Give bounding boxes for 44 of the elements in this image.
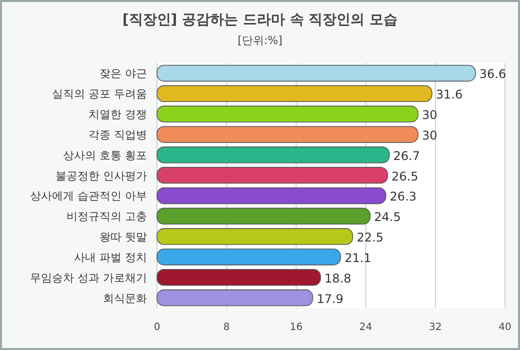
chart-title: [직장인] 공감하는 드라마 속 직장인의 모습 (122, 12, 398, 28)
data-label: 24.5 (374, 210, 401, 224)
x-tick-label: 0 (154, 322, 160, 333)
data-label: 31.6 (436, 88, 463, 102)
bar (156, 289, 314, 306)
y-tick-label: 잦은 야근 (100, 67, 147, 80)
x-tick-label: 8 (223, 322, 230, 333)
data-label: 21.1 (344, 250, 372, 265)
data-label: 17.9 (316, 292, 344, 306)
y-tick-label: 실직의 공포 두려움 (52, 88, 147, 101)
y-tick-label: 불공정한 인사평가 (56, 169, 147, 182)
data-label: 30 (422, 108, 438, 122)
y-tick-label: 비정규직의 고충 (66, 210, 147, 224)
y-tick-label: 상사의 호통 횡포 (63, 148, 147, 162)
bar (156, 166, 388, 184)
y-tick-label: 왕따 뒷말 (100, 230, 147, 244)
data-label: 26.3 (390, 190, 417, 204)
y-tick-label: 치열한 경쟁 (88, 108, 147, 122)
y-tick-label: 사내 파벌 정치 (74, 250, 147, 264)
bar (156, 146, 390, 164)
y-tick-label: 상사에게 습관적인 아부 (30, 190, 147, 203)
bar (156, 126, 418, 143)
bar (156, 248, 341, 266)
data-label: 30 (422, 128, 438, 142)
data-label: 26.7 (393, 148, 420, 163)
bar (156, 106, 418, 122)
data-label: 36.6 (479, 67, 506, 82)
bar (156, 228, 354, 245)
data-label: 26.5 (392, 169, 418, 184)
y-tick-label: 무임승차 성과 가로채기 (30, 271, 147, 284)
x-tick-label: 24 (359, 322, 372, 333)
bar (156, 187, 386, 204)
data-label: 18.8 (324, 271, 352, 286)
x-tick-label: 16 (290, 322, 303, 333)
x-tick-label: 32 (429, 322, 442, 333)
bar (156, 269, 321, 286)
y-tick-label: 각종 직업병 (88, 128, 147, 142)
bar (156, 64, 476, 82)
bar (156, 85, 432, 102)
chart-subtitle: [단위:%] (238, 34, 282, 47)
y-tick-label: 회식문화 (103, 292, 147, 305)
bar (156, 208, 371, 224)
data-label: 22.5 (356, 230, 384, 245)
x-tick-label: 40 (498, 322, 512, 333)
